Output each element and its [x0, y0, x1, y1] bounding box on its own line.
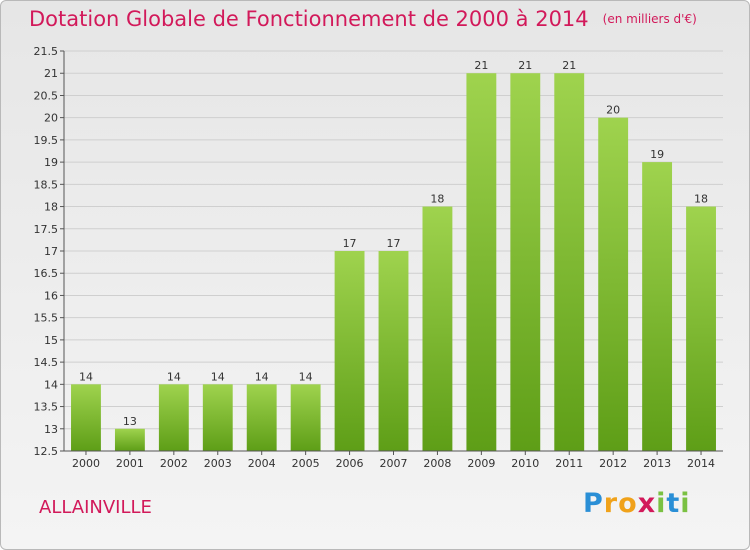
x-tick-label: 2006 [336, 457, 364, 470]
chart-title: Dotation Globale de Fonctionnement de 20… [29, 7, 697, 31]
data-label: 14 [167, 370, 181, 383]
y-tick-label: 14 [44, 378, 58, 391]
y-tick-label: 15.5 [34, 312, 59, 325]
y-tick-label: 17.5 [34, 223, 59, 236]
y-tick-label: 16 [44, 289, 58, 302]
chart-title-text: Dotation Globale de Fonctionnement de 20… [29, 7, 589, 31]
x-tick-label: 2005 [292, 457, 320, 470]
data-label: 13 [123, 415, 137, 428]
data-label: 18 [430, 193, 444, 206]
data-label: 17 [343, 237, 357, 250]
bar [642, 162, 673, 451]
data-label: 21 [562, 59, 576, 72]
bar [334, 251, 365, 451]
data-label: 20 [606, 104, 620, 117]
data-label: 14 [79, 370, 93, 383]
y-tick-label: 13.5 [34, 401, 59, 414]
bar [202, 384, 233, 451]
x-tick-label: 2014 [687, 457, 715, 470]
logo-letter: r [603, 488, 619, 519]
x-tick-label: 2011 [555, 457, 583, 470]
x-tick-label: 2004 [248, 457, 276, 470]
logo-letter: t [666, 488, 681, 519]
bar [290, 384, 321, 451]
data-label: 19 [650, 148, 664, 161]
bar [598, 117, 629, 452]
data-label: 14 [299, 370, 313, 383]
x-tick-label: 2002 [160, 457, 188, 470]
labels: 12.5 13 13.5 14 14.5 15 15.5 16 16.5 17 17.5 18 18.5… [34, 45, 716, 470]
y-tick-label: 13 [44, 423, 58, 436]
y-tick-label: 19.5 [34, 134, 59, 147]
x-tick-label: 2013 [643, 457, 671, 470]
logo-letter: i [680, 488, 691, 519]
bar [686, 206, 716, 451]
bar [246, 384, 277, 451]
chart-unit-note: (en milliers d'€) [602, 12, 697, 26]
bars [71, 73, 716, 452]
data-label: 18 [694, 193, 708, 206]
bar [510, 73, 541, 451]
x-tick-label: 2003 [204, 457, 232, 470]
logo-letter: P [583, 488, 604, 519]
y-tick-label: 20 [44, 112, 58, 125]
x-tick-label: 2012 [599, 457, 627, 470]
x-tick-label: 2001 [116, 457, 144, 470]
y-tick-label: 18.5 [34, 178, 59, 191]
bar [422, 206, 453, 451]
x-tick-label: 2009 [467, 457, 495, 470]
y-tick-label: 14.5 [34, 356, 59, 369]
bar [554, 73, 585, 451]
y-tick-label: 12.5 [34, 445, 59, 458]
y-tick-label: 21.5 [34, 45, 59, 58]
data-label: 21 [518, 59, 532, 72]
y-tick-label: 18 [44, 201, 58, 214]
y-tick-label: 17 [44, 245, 58, 258]
x-tick-label: 2000 [72, 457, 100, 470]
y-tick-label: 21 [44, 67, 58, 80]
y-tick-label: 20.5 [34, 89, 59, 102]
y-tick-label: 15 [44, 334, 58, 347]
x-tick-label: 2007 [380, 457, 408, 470]
bar [466, 73, 497, 451]
x-tick-label: 2008 [423, 457, 451, 470]
y-tick-label: 16.5 [34, 267, 59, 280]
axes [60, 50, 723, 455]
data-label: 21 [474, 59, 488, 72]
x-tick-label: 2010 [511, 457, 539, 470]
proxiti-logo: Proxiti [583, 488, 691, 519]
commune-name: ALLAINVILLE [39, 497, 152, 518]
bar [114, 428, 145, 451]
bar [71, 384, 101, 451]
bar [378, 251, 409, 451]
data-label: 14 [255, 370, 269, 383]
logo-letter: x [637, 488, 657, 519]
data-label: 14 [211, 370, 225, 383]
data-label: 17 [387, 237, 401, 250]
logo-letter: o [618, 488, 638, 519]
y-tick-label: 19 [44, 156, 58, 169]
logo-letter: i [656, 488, 667, 519]
bar [158, 384, 189, 451]
